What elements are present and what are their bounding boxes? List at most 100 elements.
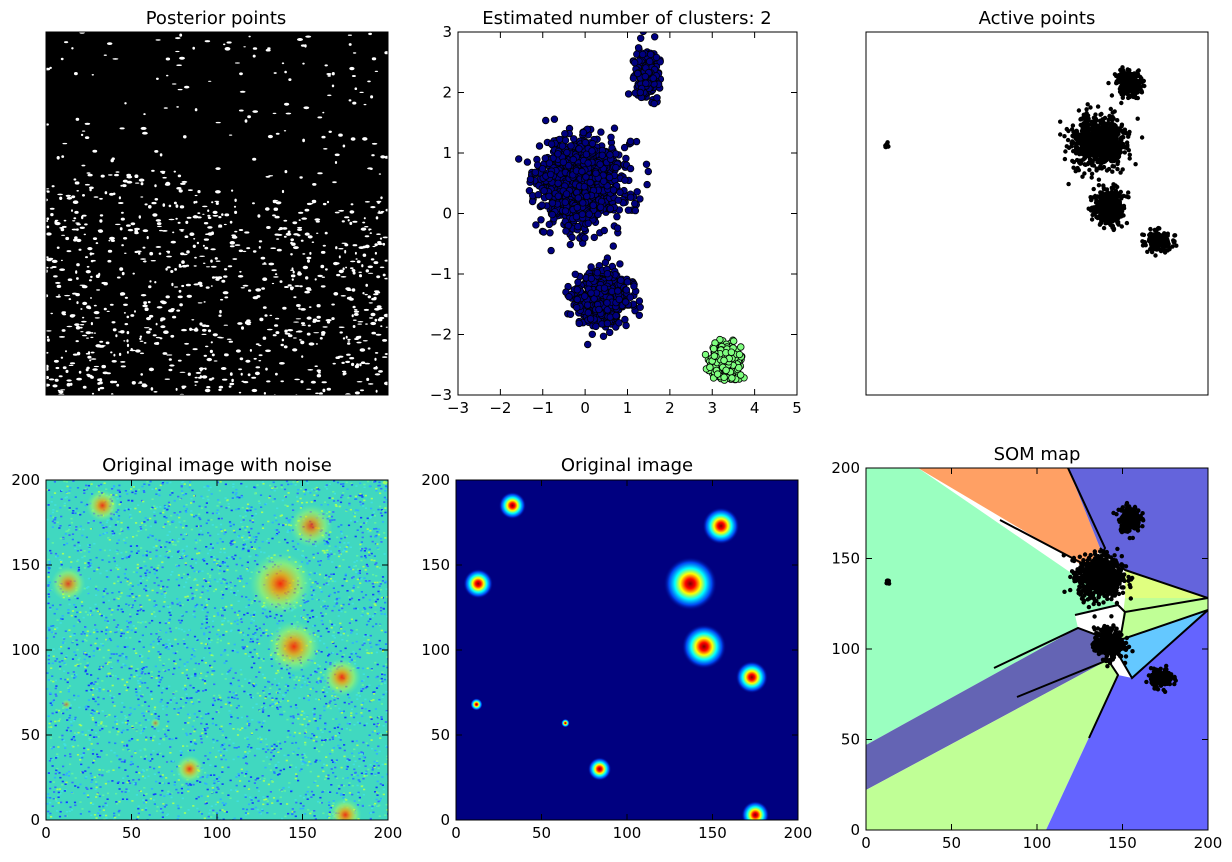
gap xyxy=(228,385,232,388)
gap xyxy=(340,295,346,297)
gap xyxy=(80,308,83,310)
gap xyxy=(317,116,323,119)
gap xyxy=(181,260,185,264)
gap xyxy=(264,314,268,317)
gap xyxy=(58,294,61,296)
active-point xyxy=(1082,155,1088,161)
gap xyxy=(307,324,311,327)
active-point xyxy=(1078,140,1083,145)
gap xyxy=(177,174,182,178)
cluster-point xyxy=(583,301,592,309)
gap xyxy=(143,301,147,305)
gap xyxy=(378,210,381,212)
gap xyxy=(306,256,312,260)
cluster-point xyxy=(605,173,614,182)
gap xyxy=(60,356,64,359)
gap xyxy=(69,314,75,318)
gap xyxy=(201,333,207,335)
gap xyxy=(282,227,288,230)
gap xyxy=(218,314,222,317)
gap xyxy=(75,340,79,343)
gap xyxy=(272,214,276,217)
gap xyxy=(376,275,381,279)
gap xyxy=(185,283,191,287)
active-point xyxy=(1101,185,1107,191)
gap xyxy=(176,309,181,312)
gap xyxy=(273,276,279,278)
gap xyxy=(221,213,224,216)
gap xyxy=(341,220,345,223)
gap xyxy=(314,278,317,281)
gap xyxy=(165,295,170,299)
gap xyxy=(344,249,347,254)
gap xyxy=(124,323,129,326)
cluster-point xyxy=(624,206,633,214)
posterior-points xyxy=(46,32,388,395)
gap xyxy=(262,336,267,340)
gap xyxy=(252,250,257,253)
gap xyxy=(126,339,129,343)
active-point xyxy=(1070,123,1076,128)
gap xyxy=(179,303,183,307)
gap xyxy=(199,322,203,326)
gap xyxy=(287,284,292,287)
gap xyxy=(258,344,262,347)
gap xyxy=(351,269,356,272)
active-point xyxy=(1081,116,1087,121)
gap xyxy=(221,279,226,283)
gap xyxy=(291,278,294,281)
gap xyxy=(291,267,294,271)
gap xyxy=(181,284,185,288)
gap xyxy=(248,35,251,38)
gap xyxy=(218,216,222,219)
cluster-point xyxy=(603,319,612,328)
gap xyxy=(266,226,271,229)
gap xyxy=(108,174,113,176)
gap xyxy=(215,260,221,262)
gap xyxy=(306,388,312,390)
gap xyxy=(195,200,198,204)
y-tick-label: −3 xyxy=(430,386,452,404)
gap xyxy=(175,50,180,53)
gap xyxy=(122,184,127,188)
gap xyxy=(111,360,117,363)
gap xyxy=(358,246,365,250)
gap xyxy=(85,368,89,372)
gap xyxy=(293,337,297,339)
active-point xyxy=(1095,104,1101,109)
gap xyxy=(76,228,79,231)
cluster-point xyxy=(578,210,586,218)
active-point xyxy=(1100,126,1106,131)
gap xyxy=(85,331,92,335)
gap xyxy=(98,272,101,277)
cluster-point xyxy=(588,147,596,155)
gap xyxy=(150,387,154,391)
gap xyxy=(331,317,335,321)
gap xyxy=(93,365,99,368)
active-point xyxy=(1107,203,1112,209)
gap xyxy=(150,260,156,262)
gap xyxy=(162,352,168,355)
cluster-point xyxy=(540,228,548,236)
active-point xyxy=(1094,118,1099,123)
gap xyxy=(82,385,87,389)
gap xyxy=(334,211,340,214)
active-point xyxy=(1122,150,1128,155)
gap xyxy=(82,301,88,306)
gap xyxy=(123,303,128,306)
gap xyxy=(203,222,209,225)
gap xyxy=(275,132,280,135)
gap xyxy=(218,385,224,389)
gap xyxy=(300,308,306,311)
gap xyxy=(156,222,162,226)
gap xyxy=(109,236,115,241)
gap xyxy=(234,244,241,246)
gap xyxy=(368,32,372,36)
gap xyxy=(252,202,255,205)
gap xyxy=(338,326,343,328)
active-point xyxy=(1085,161,1090,167)
gap xyxy=(61,225,67,228)
gap xyxy=(214,257,218,260)
cluster-point xyxy=(597,128,605,136)
active-point xyxy=(1071,134,1076,139)
